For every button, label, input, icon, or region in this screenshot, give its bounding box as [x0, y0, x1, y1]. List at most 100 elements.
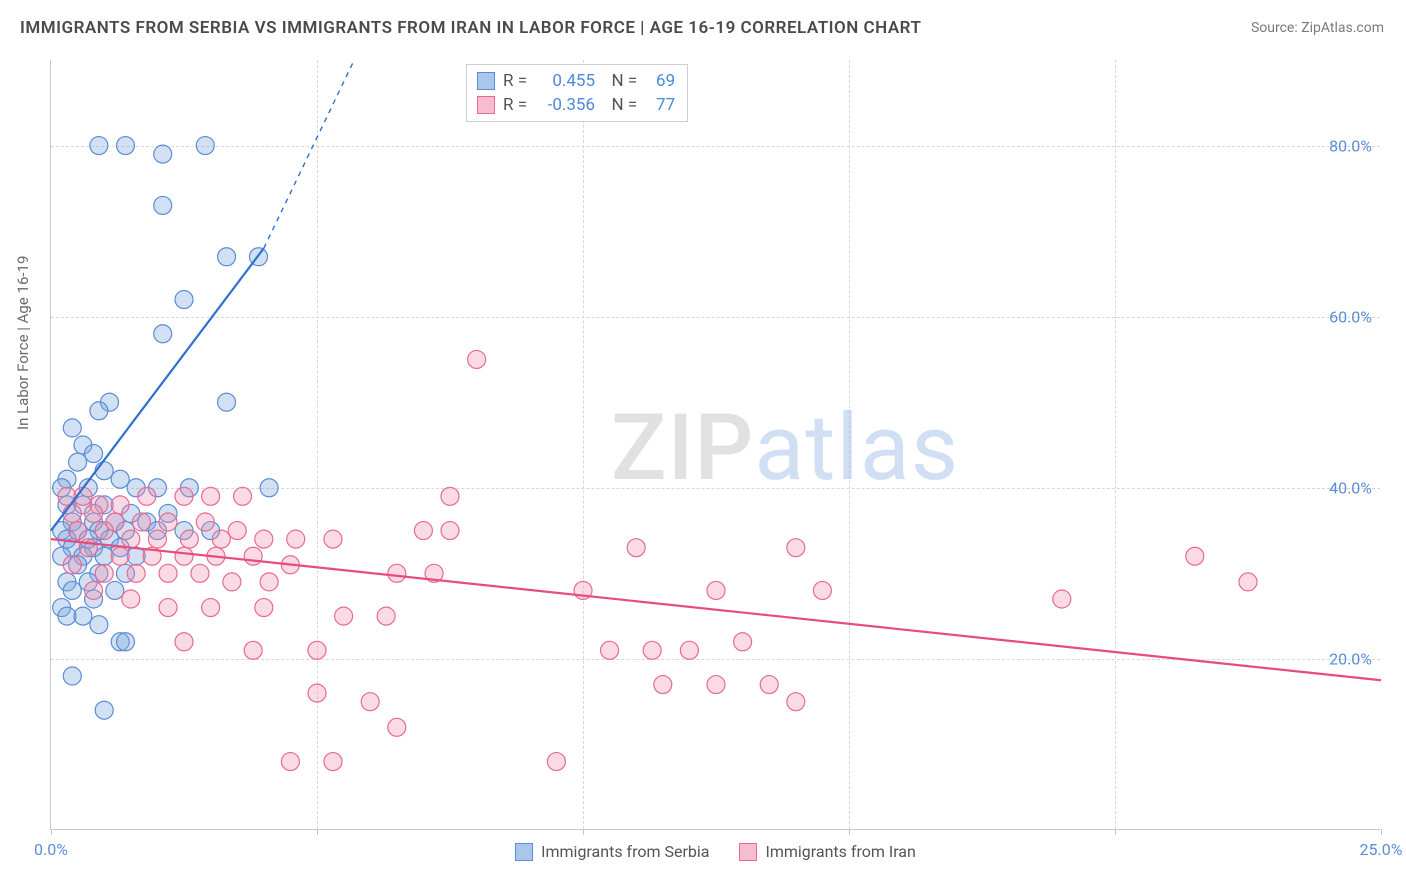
- data-point: [202, 487, 220, 505]
- data-point: [308, 641, 326, 659]
- swatch-iran: [477, 96, 495, 114]
- data-point: [234, 487, 252, 505]
- data-point: [95, 701, 113, 719]
- data-point: [69, 453, 87, 471]
- data-point: [260, 573, 278, 591]
- data-point: [95, 522, 113, 540]
- data-point: [154, 196, 172, 214]
- n-label: N =: [603, 69, 637, 93]
- data-point: [707, 581, 725, 599]
- data-point: [180, 530, 198, 548]
- data-point: [127, 547, 145, 565]
- data-point: [58, 607, 76, 625]
- data-point: [74, 607, 92, 625]
- data-point: [90, 137, 108, 155]
- data-point: [175, 547, 193, 565]
- data-point: [63, 667, 81, 685]
- y-axis-label: In Labor Force | Age 16-19: [14, 256, 32, 430]
- bottom-legend: Immigrants from Serbia Immigrants from I…: [51, 842, 1380, 861]
- data-point: [255, 530, 273, 548]
- data-point: [335, 607, 353, 625]
- data-point: [95, 462, 113, 480]
- correlation-stats-box: R = 0.455 N = 69 R = -0.356 N = 77: [466, 64, 688, 122]
- y-tick-label: 40.0%: [1329, 478, 1372, 497]
- data-point: [122, 590, 140, 608]
- stats-row-serbia: R = 0.455 N = 69: [477, 69, 675, 93]
- y-tick-label: 80.0%: [1329, 136, 1372, 155]
- data-point: [196, 513, 214, 531]
- chart-title: IMMIGRANTS FROM SERBIA VS IMMIGRANTS FRO…: [20, 18, 921, 38]
- data-point: [1239, 573, 1257, 591]
- data-point: [175, 633, 193, 651]
- x-tick-label: 25.0%: [1360, 840, 1403, 859]
- r-value-serbia: 0.455: [535, 69, 595, 93]
- data-point: [111, 547, 129, 565]
- data-point: [148, 530, 166, 548]
- data-point: [116, 137, 134, 155]
- data-point: [111, 470, 129, 488]
- data-point: [159, 599, 177, 617]
- n-value-iran: 77: [645, 93, 675, 117]
- data-point: [377, 607, 395, 625]
- data-point: [218, 248, 236, 266]
- data-point: [95, 564, 113, 582]
- data-point: [85, 504, 103, 522]
- data-point: [787, 539, 805, 557]
- data-point: [106, 581, 124, 599]
- data-point: [441, 522, 459, 540]
- data-point: [202, 599, 220, 617]
- data-point: [63, 504, 81, 522]
- data-point: [63, 556, 81, 574]
- legend-swatch-iran: [739, 843, 757, 861]
- data-point: [1186, 547, 1204, 565]
- data-point: [441, 487, 459, 505]
- data-point: [191, 564, 209, 582]
- data-point: [132, 513, 150, 531]
- legend-label-serbia: Immigrants from Serbia: [541, 842, 709, 861]
- data-point: [154, 145, 172, 163]
- data-point: [324, 530, 342, 548]
- data-point: [154, 325, 172, 343]
- data-point: [308, 684, 326, 702]
- data-point: [95, 547, 113, 565]
- data-point: [212, 530, 230, 548]
- data-point: [228, 522, 246, 540]
- legend-item-iran: Immigrants from Iran: [739, 842, 915, 861]
- legend-label-iran: Immigrants from Iran: [765, 842, 915, 861]
- legend-item-serbia: Immigrants from Serbia: [515, 842, 709, 861]
- data-point: [734, 633, 752, 651]
- data-point: [85, 581, 103, 599]
- data-point: [244, 547, 262, 565]
- data-point: [813, 581, 831, 599]
- data-point: [1053, 590, 1071, 608]
- y-tick-label: 60.0%: [1329, 307, 1372, 326]
- data-point: [680, 641, 698, 659]
- stats-row-iran: R = -0.356 N = 77: [477, 93, 675, 117]
- data-point: [643, 641, 661, 659]
- n-value-serbia: 69: [645, 69, 675, 93]
- data-point: [175, 487, 193, 505]
- data-point: [468, 350, 486, 368]
- data-point: [63, 419, 81, 437]
- data-point: [787, 693, 805, 711]
- data-point: [244, 641, 262, 659]
- data-point: [116, 633, 134, 651]
- swatch-serbia: [477, 72, 495, 90]
- data-point: [127, 564, 145, 582]
- data-point: [218, 393, 236, 411]
- data-point: [90, 402, 108, 420]
- data-point: [63, 581, 81, 599]
- data-point: [388, 718, 406, 736]
- data-point: [601, 641, 619, 659]
- data-point: [159, 564, 177, 582]
- r-value-iran: -0.356: [535, 93, 595, 117]
- data-point: [547, 753, 565, 771]
- n-label: N =: [603, 93, 637, 117]
- data-point: [69, 522, 87, 540]
- data-point: [85, 445, 103, 463]
- data-point: [281, 753, 299, 771]
- data-point: [90, 616, 108, 634]
- data-point: [196, 137, 214, 155]
- y-tick-label: 20.0%: [1329, 649, 1372, 668]
- data-point: [287, 530, 305, 548]
